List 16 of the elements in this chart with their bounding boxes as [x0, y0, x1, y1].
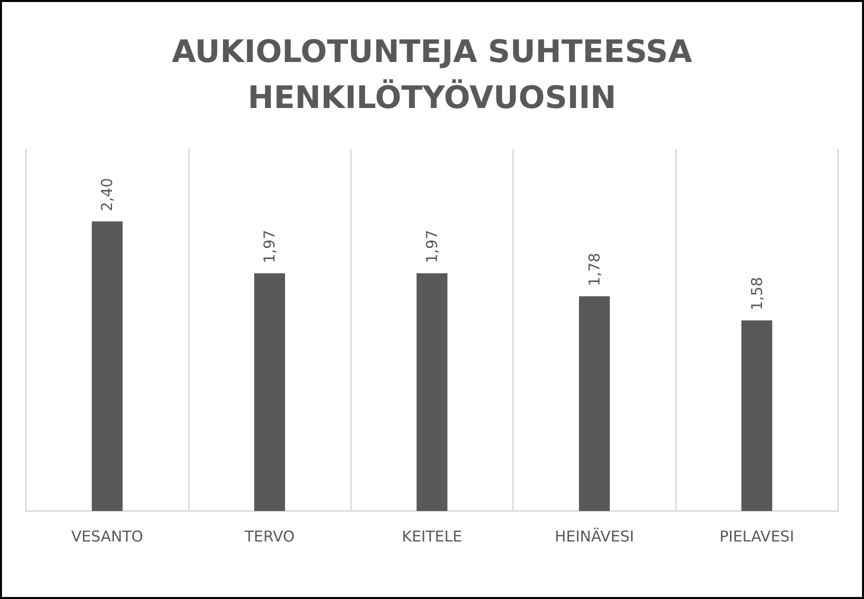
chart-title: AUKIOLOTUNTEJA SUHTEESSA HENKILÖTYÖVUOSIIN: [172, 34, 692, 116]
data-label: 1,78: [585, 252, 604, 286]
bar: [92, 221, 123, 511]
data-label: 1,97: [260, 230, 279, 264]
x-tick-label: PIELAVESI: [719, 528, 794, 546]
data-label: 1,97: [423, 230, 441, 264]
data-label: 2,40: [98, 178, 116, 212]
bar: [416, 273, 448, 511]
bar: [254, 273, 286, 511]
x-tick-label: KEITELE: [402, 528, 462, 546]
bar: [741, 320, 772, 511]
bar: [578, 296, 610, 511]
x-tick-label: TERVO: [244, 528, 295, 546]
data-label: 1,58: [748, 276, 766, 310]
x-tick-label: VESANTO: [71, 528, 144, 546]
x-tick-label: HEINÄVESI: [554, 528, 634, 546]
